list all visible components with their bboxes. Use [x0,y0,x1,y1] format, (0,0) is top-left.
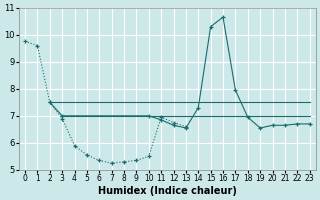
X-axis label: Humidex (Indice chaleur): Humidex (Indice chaleur) [98,186,237,196]
